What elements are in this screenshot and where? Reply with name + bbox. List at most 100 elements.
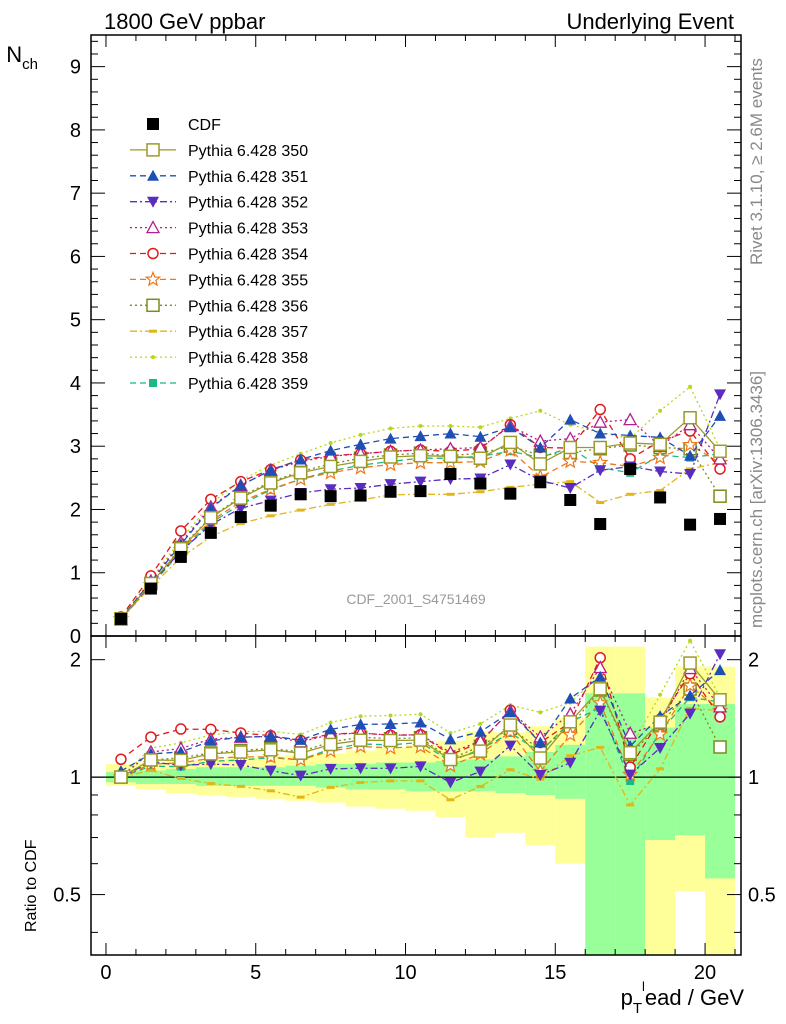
ratio-point: [328, 720, 333, 725]
data-point: [564, 482, 577, 494]
ratio-point: [414, 716, 427, 728]
data-point: [444, 427, 457, 439]
data-point: [534, 476, 547, 489]
data-point: [236, 521, 245, 525]
data-point: [263, 476, 278, 490]
ratio-y-tick-label: 2: [70, 650, 81, 672]
data-point: [114, 612, 127, 625]
data-point: [204, 502, 217, 514]
ratio-point: [683, 656, 697, 670]
ratio-band-inner: [585, 693, 616, 955]
ratio-point: [114, 770, 128, 784]
main-series-layer: [112, 384, 729, 626]
ratio-point: [206, 781, 215, 785]
ratio-point: [596, 745, 605, 749]
legend-item: Pythia 6.428 355: [130, 270, 308, 289]
legend-label: Pythia 6.428 358: [188, 350, 308, 367]
data-point: [414, 476, 427, 488]
ratio-point: [714, 711, 726, 723]
ratio-point: [713, 740, 727, 754]
ratio-point: [444, 733, 457, 745]
main-y-tick-label: 8: [70, 120, 81, 142]
data-point: [358, 432, 363, 437]
ratio-point: [204, 747, 218, 761]
legend-swatch-marker: [147, 169, 159, 181]
data-point: [293, 466, 308, 480]
ratio-point: [478, 721, 483, 726]
ratio-point: [234, 731, 247, 743]
x-axis-title: pTlead / GeV: [621, 979, 745, 1017]
ratio-point: [504, 706, 517, 718]
ratio-point: [473, 744, 488, 758]
data-point: [566, 480, 575, 484]
ratio-point: [413, 733, 428, 747]
legend: CDF Pythia 6.428 350 Pythia 6.428 351 Pythi…: [130, 117, 308, 393]
ratio-point: [145, 731, 157, 743]
data-point: [326, 502, 335, 506]
ratio-point: [234, 745, 248, 759]
x-tick-label: 0: [100, 962, 111, 984]
data-point: [384, 432, 397, 444]
series-mc-1: [114, 410, 727, 626]
data-point: [594, 465, 607, 477]
main-y-tick-label: 7: [70, 183, 81, 205]
ratio-uncertainty-bands: [105, 646, 736, 955]
data-point: [353, 454, 368, 469]
ratio-point: [533, 751, 548, 765]
main-y-tick-label: 6: [70, 246, 81, 268]
data-point: [563, 440, 578, 455]
ratio-point: [386, 779, 395, 783]
main-y-tick-label: 3: [70, 436, 81, 458]
series-line: [120, 415, 721, 619]
data-point: [443, 449, 458, 464]
legend-swatch-marker: [145, 220, 161, 234]
data-point: [234, 479, 247, 491]
ratio-point: [264, 765, 277, 777]
data-point: [503, 435, 518, 450]
legend-label: Pythia 6.428 352: [188, 195, 308, 212]
ratio-point: [296, 795, 305, 799]
data-point: [713, 489, 727, 503]
ratio-point: [263, 743, 278, 757]
data-point: [354, 482, 367, 494]
data-point: [384, 479, 397, 491]
legend-label: Pythia 6.428 353: [188, 221, 308, 238]
data-point: [623, 412, 638, 426]
data-point: [204, 510, 218, 525]
data-point: [533, 457, 548, 471]
data-point: [714, 409, 727, 421]
ratio-band-inner: [705, 703, 736, 879]
data-point: [658, 408, 663, 413]
data-point: [594, 518, 607, 531]
data-point: [144, 582, 157, 595]
data-point: [534, 441, 547, 453]
data-point: [504, 459, 517, 471]
legend-item: Pythia 6.428 354: [130, 247, 308, 264]
ratio-y-tick-label: 1: [70, 767, 81, 789]
data-point: [294, 453, 307, 465]
data-point: [593, 440, 607, 455]
x-tick-label: 15: [544, 962, 566, 984]
main-y-tick-label: 1: [70, 563, 81, 585]
data-point: [354, 489, 367, 502]
data-point: [473, 451, 488, 465]
ratio-point: [624, 769, 637, 781]
main-y-tick-label: 4: [70, 373, 81, 395]
ratio-point: [324, 763, 337, 775]
legend-item: Pythia 6.428 358: [130, 350, 308, 367]
data-point: [653, 437, 667, 452]
ratio-point: [654, 743, 667, 755]
ratio-point: [234, 759, 247, 771]
series-mc-2: [114, 409, 727, 624]
ratio-point: [446, 798, 455, 802]
x-tick-label: 10: [394, 962, 416, 984]
data-point: [418, 423, 423, 428]
data-point: [328, 441, 333, 446]
legend-item: Pythia 6.428 357: [130, 324, 308, 341]
data-point: [324, 490, 337, 503]
data-point: [623, 436, 637, 450]
ratio-point: [594, 670, 607, 682]
ratio-point: [388, 713, 393, 718]
data-point: [474, 477, 487, 490]
